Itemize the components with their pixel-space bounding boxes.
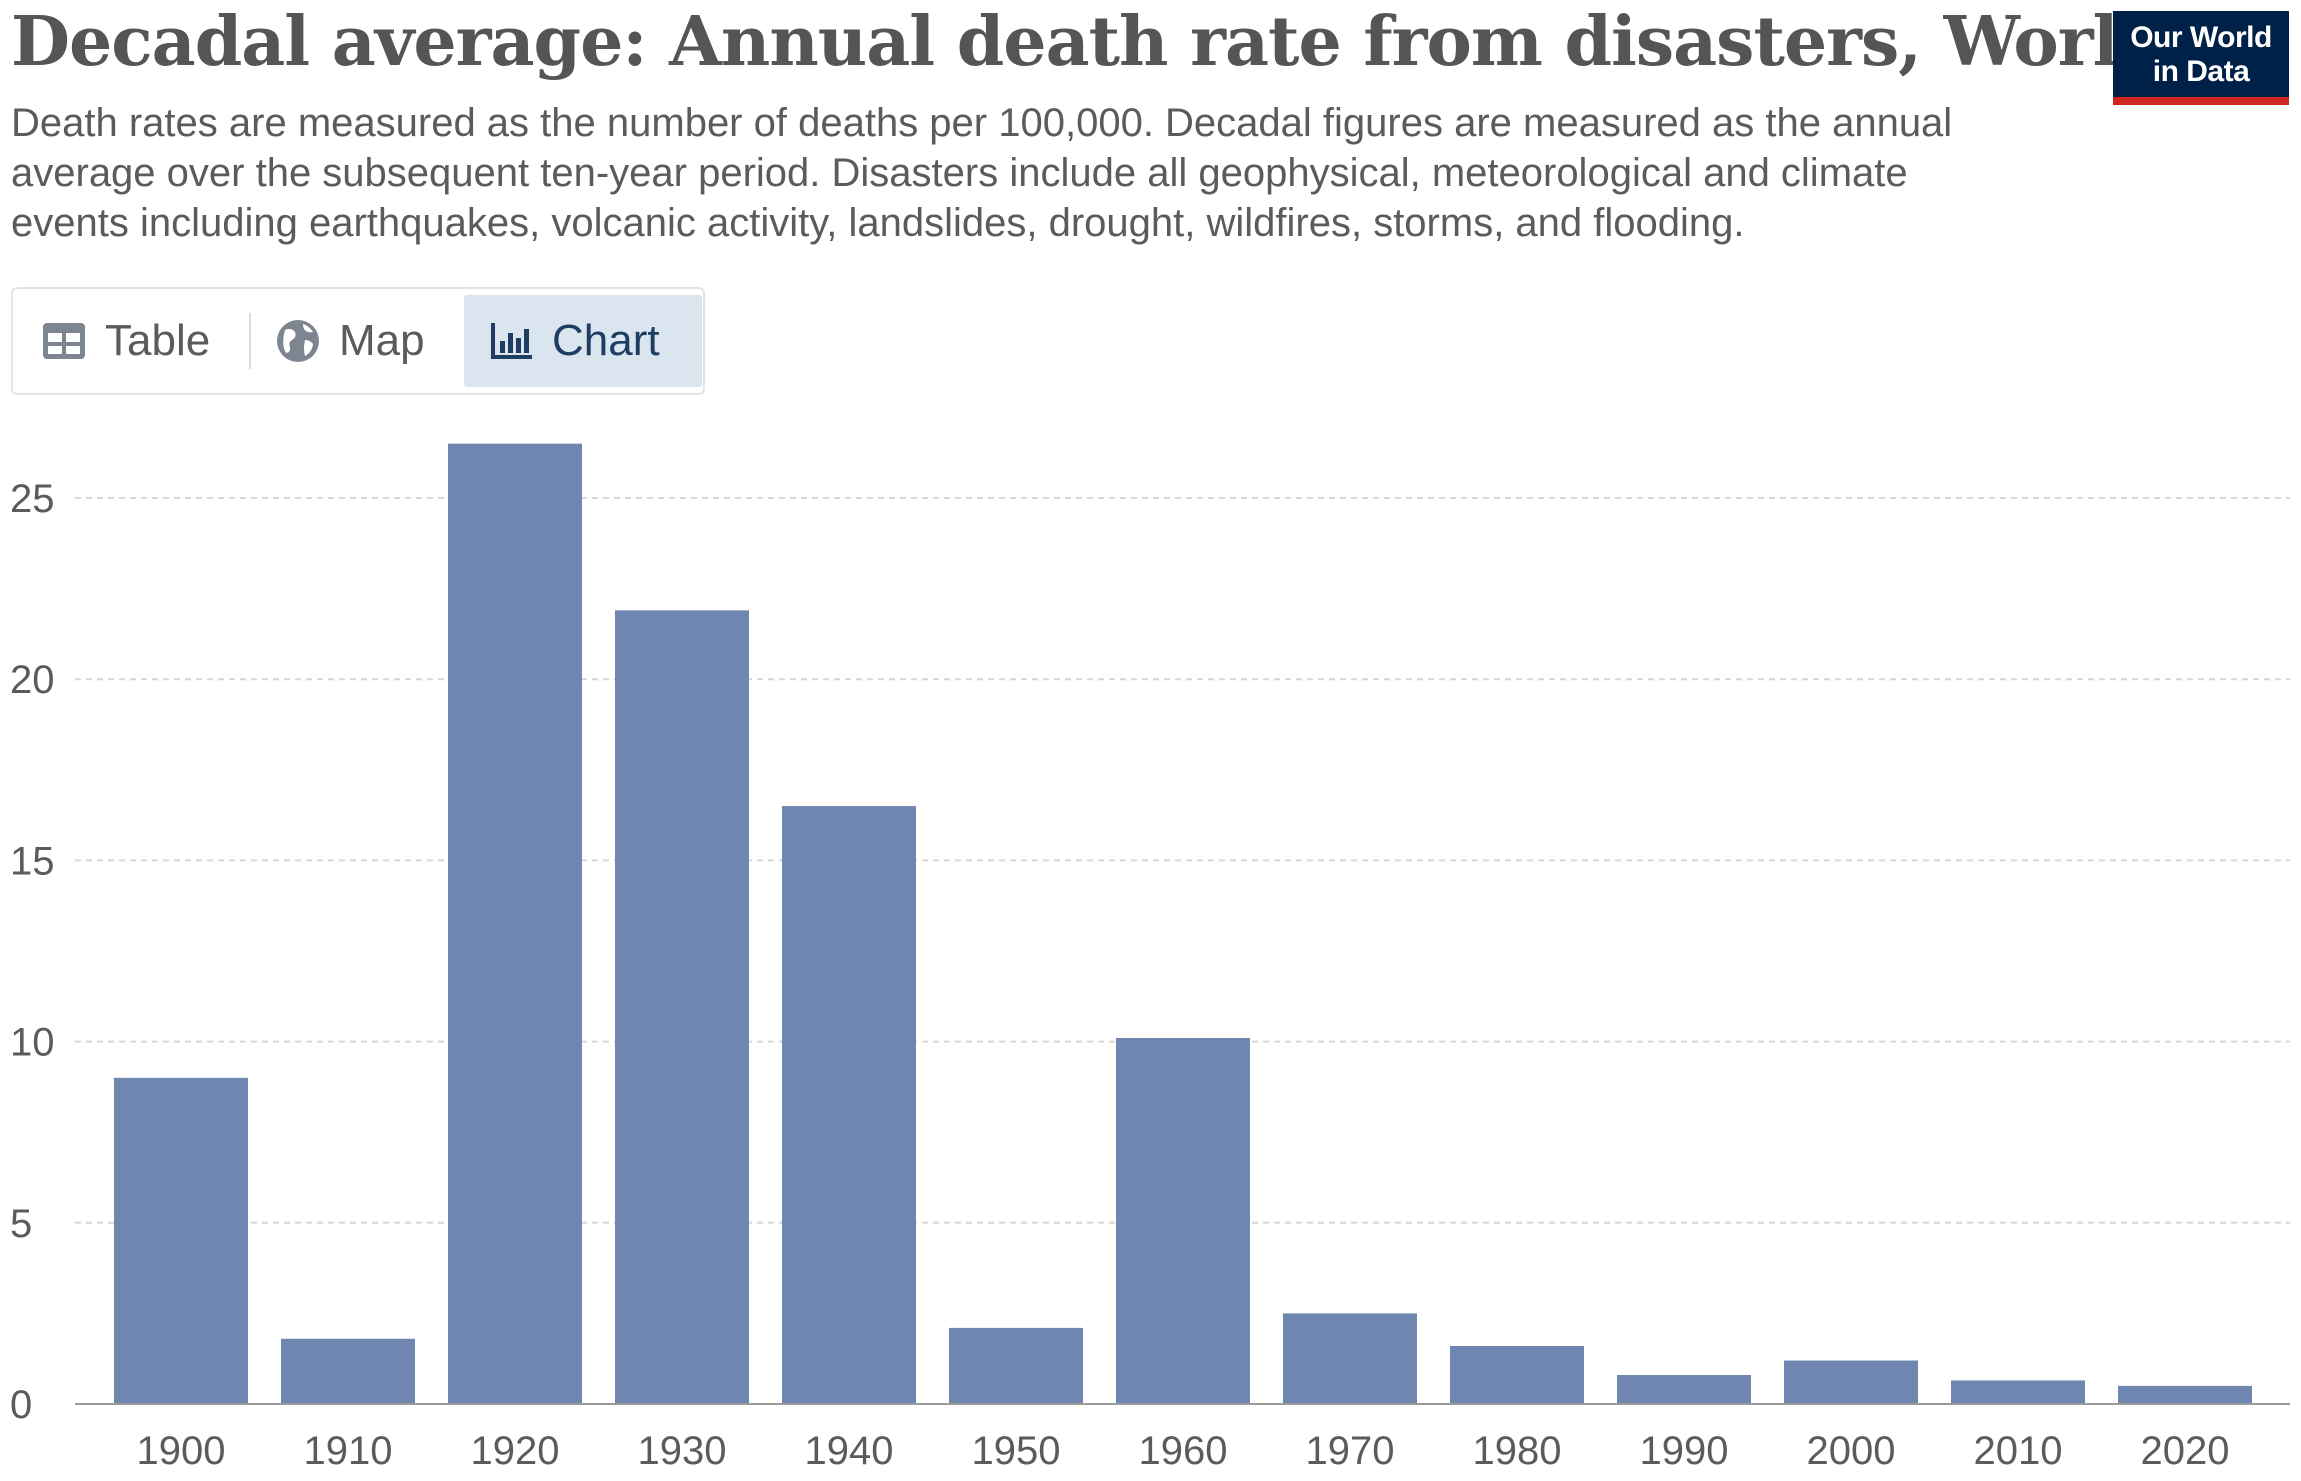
y-tick-label: 0 [10, 1383, 32, 1427]
bar [114, 1077, 248, 1404]
y-tick-label: 25 [10, 477, 55, 521]
x-tick-label: 1980 [1473, 1429, 1562, 1473]
x-tick-label: 1930 [638, 1429, 727, 1473]
x-tick-label: 1960 [1139, 1429, 1228, 1473]
logo-line-1: Our World [2130, 21, 2272, 54]
tab-table-label: Table [105, 316, 211, 365]
x-tick-label: 1950 [972, 1429, 1061, 1473]
bar [1784, 1360, 1918, 1404]
tab-divider [249, 313, 251, 369]
x-tick-label: 1920 [471, 1429, 560, 1473]
tab-chart[interactable]: Chart [464, 295, 702, 387]
bar [615, 610, 749, 1404]
chart-title: Decadal average: Annual death rate from … [11, 2, 2165, 82]
y-tick-label: 15 [10, 839, 55, 883]
x-tick-label: 2010 [1974, 1429, 2063, 1473]
table-icon [43, 323, 85, 359]
tab-map-label: Map [339, 316, 425, 365]
x-tick-label: 2000 [1807, 1429, 1896, 1473]
bar [1450, 1346, 1584, 1404]
bar [448, 443, 582, 1404]
bar [281, 1338, 415, 1404]
bar [1283, 1313, 1417, 1404]
logo-line-2: in Data [2152, 55, 2250, 88]
x-tick-label: 1910 [304, 1429, 393, 1473]
globe-icon [277, 320, 319, 362]
bar [949, 1327, 1083, 1404]
bar [1116, 1037, 1250, 1404]
y-tick-label: 5 [10, 1202, 32, 1246]
chart-subtitle: Death rates are measured as the number o… [11, 101, 1953, 245]
bar [782, 806, 916, 1404]
y-tick-label: 10 [10, 1021, 55, 1065]
bar [1617, 1375, 1751, 1404]
owid-logo[interactable]: Our World in Data [2113, 11, 2289, 105]
tab-chart-label: Chart [552, 316, 660, 365]
tab-map[interactable]: Map [275, 295, 425, 387]
tab-table[interactable]: Table [41, 295, 210, 387]
y-tick-label: 20 [10, 658, 55, 702]
bar [1951, 1380, 2085, 1404]
x-tick-label: 2020 [2141, 1429, 2230, 1473]
view-tabs: Table Map Chart [11, 287, 705, 395]
bar [2118, 1385, 2252, 1404]
bar-chart-icon [491, 323, 532, 359]
x-tick-label: 1990 [1640, 1429, 1729, 1473]
bar-chart: 0 5 10 15 20 25 1900 1910 1920 1930 1940 1950 1960 19… [10, 443, 2290, 1473]
x-tick-label: 1970 [1306, 1429, 1395, 1473]
x-tick-label: 1940 [805, 1429, 894, 1473]
x-tick-label: 1900 [137, 1429, 226, 1473]
